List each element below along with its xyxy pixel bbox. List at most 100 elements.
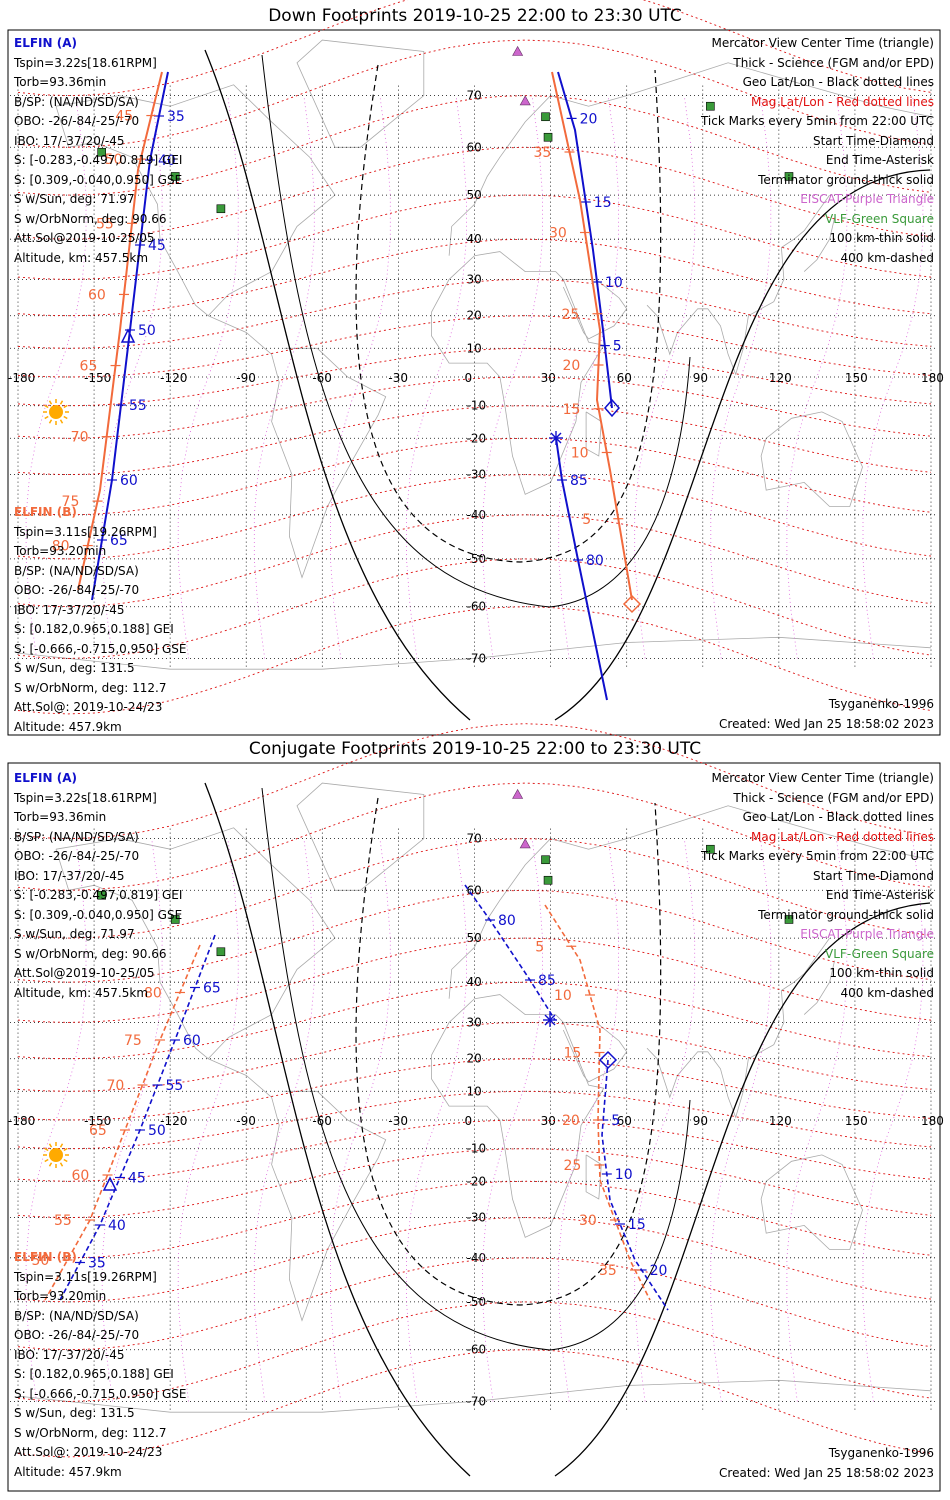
mag-meridian (25, 95, 87, 659)
mag-meridian (862, 838, 924, 1402)
sun-ray (44, 415, 49, 420)
legend-top: Mercator View Center Time (triangle) Thi… (701, 34, 934, 268)
lat-tick-label: 40 (467, 975, 482, 989)
mag-parallel (17, 347, 932, 407)
legend-line: Thick - Science (FGM and/or EPD) (733, 55, 934, 70)
legend-line: Tick Marks every 5min from 22:00 UTC (700, 114, 934, 128)
elfin-a-line: IBO: 17/-37/20/-45 (14, 133, 125, 148)
mag-meridian (482, 838, 543, 1402)
sun-ray (63, 415, 68, 420)
lon-tick-label: 120 (769, 1114, 792, 1128)
coastline (55, 849, 209, 1060)
lon-tick-label: 180 (921, 1114, 944, 1128)
track-tick-label: 5 (611, 1113, 620, 1129)
elfin-b-line: Altitude: 457.9km (14, 1464, 122, 1479)
sun-ray (63, 404, 68, 409)
lat-tick-label: -30 (467, 468, 487, 482)
lat-tick-label: -30 (467, 1211, 487, 1225)
elfin-b-line: IBO: 17/-37/20/-45 (14, 1347, 125, 1362)
terminator-100km (261, 54, 691, 608)
mag-parallel (17, 474, 932, 560)
lat-tick-label: -20 (467, 1174, 487, 1188)
lon-tick-label: 0 (465, 1114, 473, 1128)
coastline (562, 1022, 628, 1083)
center-triangle (102, 1176, 118, 1191)
sun-ray (59, 1162, 64, 1167)
elfin-a-line: IBO: 17/-37/20/-45 (14, 868, 125, 883)
coastline (585, 411, 602, 457)
mag-parallel (17, 1090, 932, 1150)
conjugate-footprints-map: -180 -150 -120 -90 -60 -30 0 30 60 90 120 150 180706… (7, 723, 944, 1492)
legend-line: Mercator View Center Time (triangle) (711, 36, 934, 50)
track-tick-label: 25 (564, 1158, 582, 1174)
track-tick-label: 45 (148, 238, 166, 254)
elfin-a-label: ELFIN (A) (14, 771, 77, 785)
mag-meridian (634, 95, 696, 659)
track-tick-label: 65 (89, 1123, 107, 1139)
vlf-square (784, 915, 794, 924)
mag-meridian (710, 838, 772, 1402)
legend-line: Start Time-Diamond (812, 133, 934, 148)
coastline (431, 994, 605, 1238)
coastline (646, 194, 830, 376)
sun-ray (48, 1143, 53, 1148)
track-tick-label: 20 (650, 1263, 668, 1279)
track-tick-label: 35 (88, 1256, 106, 1272)
legend-line: 400 km-dashed (840, 250, 934, 265)
lon-tick-label: -90 (236, 371, 256, 385)
elfin-b-conj-track-blue-s: 5 10 15 20 (598, 1059, 669, 1311)
elfin-a-line: S: [-0.283,-0.497,0.819] GEI (14, 888, 183, 902)
track-tick-label: 25 (562, 307, 580, 323)
track-tick-label: 80 (52, 539, 70, 555)
sun-icon (43, 399, 69, 425)
created-label: Created: Wed Jan 25 18:58:02 2023 (719, 716, 934, 731)
track-tick-label: 45 (115, 109, 133, 125)
track-tick-label: 75 (62, 494, 80, 510)
track-tick-label: 45 (128, 1171, 146, 1187)
lat-tick-label: 60 (467, 883, 482, 897)
lon-tick-label: -180 (8, 1114, 35, 1128)
elfin-a-down-track-orange-line (77, 71, 163, 591)
geo-grid (10, 828, 938, 1412)
elfin-b-label: ELFIN (B) (14, 505, 77, 519)
elfin-b-line: Altitude: 457.9km (14, 719, 122, 734)
terminator-400km (355, 64, 662, 563)
footer-top: Tsyganenko-1996 Created: Wed Jan 25 18:5… (719, 695, 934, 734)
track-tick-label: 35 (167, 109, 185, 125)
elfin-a-line: Tspin=3.22s[18.61RPM] (14, 55, 157, 70)
eiscat-triangle (512, 45, 524, 56)
track-tick-label: 30 (579, 1213, 597, 1229)
vlf-square (170, 172, 180, 181)
elfin-a-line: Torb=93.36min (14, 75, 107, 89)
sun-ray (59, 400, 64, 405)
lat-tick-label: 60 (467, 140, 482, 154)
elfin-a-line: B/SP: (NA/ND/SD/SA) (14, 94, 139, 109)
track-tick-label: 80 (498, 913, 516, 929)
track-tick-label: 5 (535, 939, 544, 955)
asterisk-stroke (544, 1014, 556, 1026)
track-tick-label: 55 (96, 216, 114, 232)
track-tick-label: 20 (562, 1113, 580, 1129)
model-label: Tsyganenko-1996 (828, 1446, 934, 1460)
track-tick-label: 15 (563, 402, 581, 418)
mag-parallel (17, 1148, 932, 1219)
elfin-b-line: IBO: 17/-37/20/-45 (14, 602, 125, 617)
vlf-square (706, 844, 715, 854)
mag-meridian (862, 95, 924, 659)
track-tick-label: 65 (80, 359, 98, 375)
mag-parallel (17, 558, 932, 659)
mag-meridian (786, 95, 848, 659)
mag-meridian (558, 838, 619, 1402)
mag-meridian (177, 95, 239, 659)
lat-tick-label: 30 (467, 272, 482, 286)
legend-line: VLF-Green Square (825, 946, 934, 961)
mag-parallel (17, 1217, 932, 1303)
panel-frame (7, 762, 941, 1492)
mag-meridian (558, 95, 619, 659)
mag-parallel (17, 39, 932, 148)
elfin-b-line: S: [-0.666,-0.715,0.950] GSE (14, 641, 187, 656)
elfin-a-line: S w/OrbNorm, deg: 90.66 (14, 946, 167, 961)
lon-tick-label: 30 (541, 371, 556, 385)
lat-tick-label: -50 (467, 1295, 487, 1309)
elfin-a-line: Att.Sol@2019-10-25/05 (14, 231, 155, 245)
